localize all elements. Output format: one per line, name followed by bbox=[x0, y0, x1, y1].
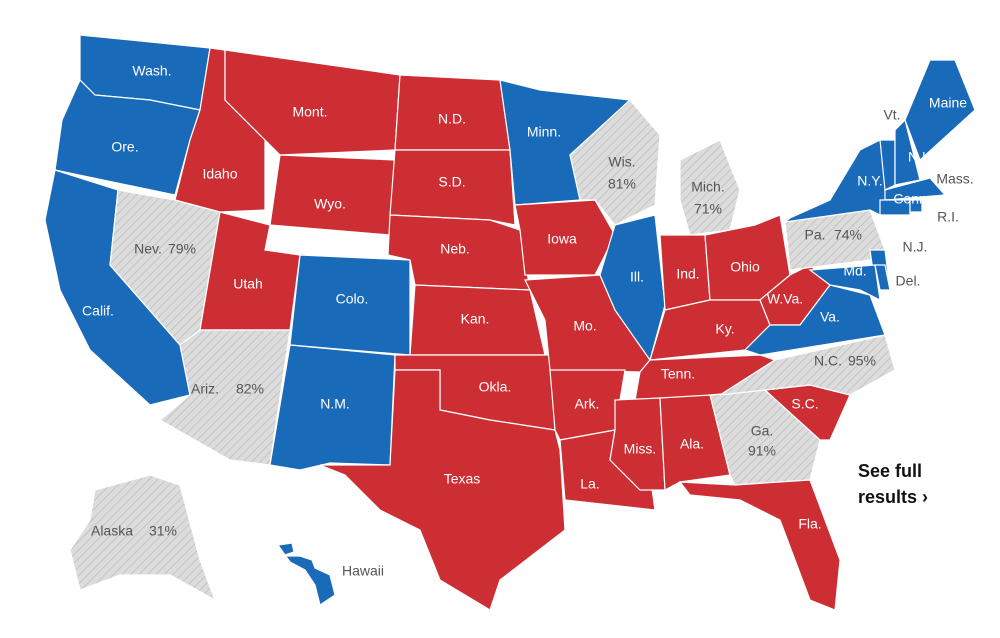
state-reported: 71% bbox=[694, 201, 722, 217]
state-label: Wis. bbox=[608, 154, 635, 170]
state-label: Miss. bbox=[624, 441, 657, 457]
state-label: Ohio bbox=[730, 259, 760, 275]
state-label: Ga. bbox=[751, 423, 774, 439]
state-label: Pa. bbox=[804, 227, 825, 243]
state-label: Colo. bbox=[336, 291, 369, 307]
state-label: Neb. bbox=[440, 241, 470, 257]
state-label: Fla. bbox=[798, 516, 821, 532]
state-shape bbox=[569, 99, 661, 226]
state-shape bbox=[874, 264, 891, 291]
state-shape bbox=[909, 199, 923, 213]
state-label: N.H. bbox=[908, 149, 936, 165]
state-shape bbox=[69, 474, 217, 602]
state-shape bbox=[884, 177, 947, 201]
state-label: Minn. bbox=[527, 124, 561, 140]
state-reported: 91% bbox=[748, 443, 776, 459]
state-label: Okla. bbox=[479, 379, 512, 395]
state-label: Wash. bbox=[132, 63, 171, 79]
state-label: Mo. bbox=[573, 318, 596, 334]
state-label: Md. bbox=[843, 263, 866, 279]
state-label: Kan. bbox=[461, 311, 490, 327]
state-reported: 82% bbox=[236, 381, 264, 397]
state-shape bbox=[894, 118, 921, 186]
state-label: Alaska bbox=[91, 523, 133, 539]
state-label: Ill. bbox=[630, 269, 644, 285]
state-label: Idaho bbox=[202, 166, 237, 182]
state-reported: 79% bbox=[168, 241, 196, 257]
state-reported: 74% bbox=[834, 227, 862, 243]
state-label: N.M. bbox=[320, 396, 350, 412]
state-reported: 31% bbox=[149, 523, 177, 539]
state-label: R.I. bbox=[937, 209, 959, 225]
state-label: S.C. bbox=[791, 396, 818, 412]
state-label: Nev. bbox=[134, 241, 162, 257]
state-reported: 95% bbox=[848, 353, 876, 369]
state-label: N.J. bbox=[903, 239, 928, 255]
state-label: Vt. bbox=[883, 107, 900, 123]
state-label: Tenn. bbox=[661, 366, 695, 382]
state-shape bbox=[808, 264, 881, 302]
state-shape bbox=[389, 149, 516, 226]
state-label: Ind. bbox=[676, 266, 699, 282]
state-label: Hawaii bbox=[342, 563, 384, 579]
state-reported: 81% bbox=[608, 176, 636, 192]
state-shape bbox=[158, 329, 291, 466]
state-shape bbox=[276, 542, 336, 606]
state-label: Ala. bbox=[680, 436, 704, 452]
state-label: Mass. bbox=[936, 171, 973, 187]
state-label: La. bbox=[580, 476, 599, 492]
state-label: Va. bbox=[820, 309, 840, 325]
state-label: Ark. bbox=[575, 396, 600, 412]
state-shape bbox=[904, 59, 976, 162]
state-label: S.D. bbox=[438, 174, 465, 190]
state-label: Del. bbox=[896, 273, 921, 289]
state-shape bbox=[719, 334, 896, 396]
state-shape bbox=[743, 284, 886, 356]
state-shape bbox=[678, 479, 841, 611]
state-label: Mich. bbox=[691, 179, 724, 195]
state-shape bbox=[879, 199, 911, 216]
state-shape bbox=[319, 369, 566, 611]
state-label: Maine bbox=[929, 95, 967, 111]
state-shape bbox=[659, 394, 731, 491]
state-label: N.Y. bbox=[857, 173, 882, 189]
state-label: Conn. bbox=[893, 191, 930, 207]
state-label: Wyo. bbox=[314, 196, 346, 212]
state-label: Texas bbox=[444, 471, 481, 487]
state-label: W.Va. bbox=[767, 291, 803, 307]
state-label: Iowa bbox=[547, 231, 577, 247]
state-label: Ariz. bbox=[191, 381, 219, 397]
state-label: Ore. bbox=[111, 139, 138, 155]
state-label: Ky. bbox=[715, 321, 734, 337]
state-label: N.C. bbox=[814, 353, 842, 369]
state-label: Utah bbox=[233, 276, 263, 292]
see-full-results[interactable]: See full results › bbox=[858, 461, 929, 507]
state-label: Calif. bbox=[82, 303, 114, 319]
state-label: Mont. bbox=[292, 104, 327, 120]
state-label: N.D. bbox=[438, 111, 466, 127]
